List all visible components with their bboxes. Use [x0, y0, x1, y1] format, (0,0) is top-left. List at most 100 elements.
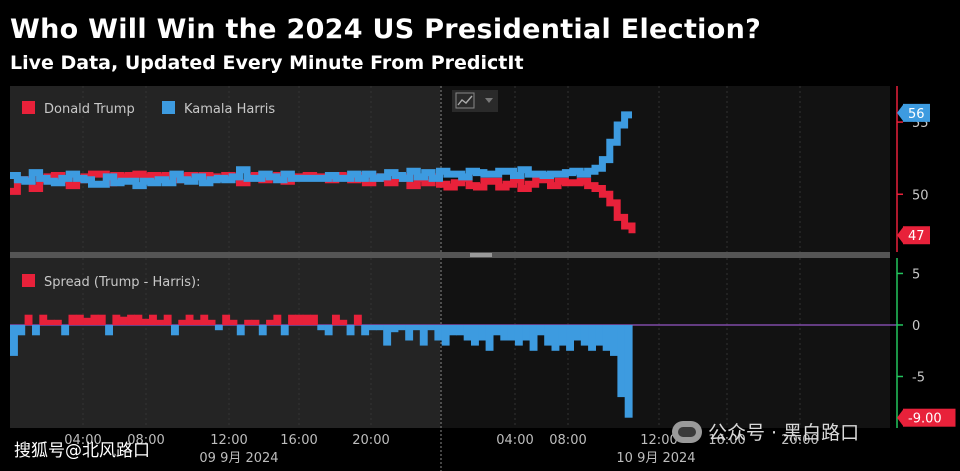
spread-bar [522, 325, 531, 341]
x-date-label: 10 9月 2024 [616, 451, 695, 466]
spread-bar [324, 325, 333, 336]
spread-bar [171, 325, 179, 336]
spread-bar [427, 325, 435, 331]
spread-bar [119, 316, 128, 325]
spread-bar [573, 325, 582, 341]
spread-bar [434, 325, 443, 341]
spread-bar [53, 319, 62, 325]
x-tick-label: 16:00 [708, 433, 745, 448]
spread-bar [617, 325, 626, 398]
spread-bar [251, 319, 260, 325]
legend-item-spread[interactable]: Spread (Trump - Harris): [22, 274, 201, 290]
spread-y-tick-label: 5 [912, 267, 920, 282]
harris-last-value-badge-label: 56 [908, 107, 925, 122]
spread-bar [544, 325, 553, 346]
odds-y-tick-label: 50 [912, 188, 929, 203]
spread-bar [353, 314, 362, 325]
spread-bar [317, 325, 326, 331]
x-tick-label: 04:00 [64, 433, 101, 448]
x-tick-label: 04:00 [496, 433, 533, 448]
spread-bar [595, 325, 604, 346]
spread-bar [134, 314, 143, 325]
spread-bar [375, 325, 384, 331]
trump-last-value-badge-label: 47 [908, 229, 925, 244]
spread-bar [610, 325, 618, 356]
last-value-badges: 56 47 -9.00 [897, 103, 956, 427]
chart-subtitle: Live Data, Updated Every Minute From Pre… [10, 52, 524, 74]
spread-bar [236, 325, 245, 336]
legend-label-harris: Kamala Harris [184, 102, 275, 117]
spread-bar [214, 325, 223, 331]
watermark-right-text: 公众号 · 黑白路口 [708, 422, 860, 444]
spread-bar [397, 325, 406, 331]
spread-bar [449, 325, 457, 336]
trump-last-value-badge: 47 [897, 226, 930, 245]
spread-bar [24, 314, 33, 325]
spread-bar [61, 325, 70, 336]
wechat-logo-icon [672, 420, 702, 443]
history-shade-spread [10, 258, 440, 428]
spread-bar [507, 325, 516, 341]
spread-bar [529, 325, 538, 351]
spread-bar [368, 325, 377, 331]
legend-label-spread: Spread (Trump - Harris): [44, 275, 201, 290]
spread-bar [566, 325, 574, 351]
watermark-right: 公众号 · 黑白路口 [672, 418, 859, 445]
spread-bar [500, 325, 509, 341]
harris-last-value-badge: 56 [897, 103, 930, 122]
spread-bar [149, 314, 157, 325]
legend-label-trump: Donald Trump [44, 102, 135, 117]
spread-last-value-badge-label: -9.00 [908, 412, 942, 427]
spread-last-value-badge: -9.00 [897, 408, 956, 427]
x-tick-label: 08:00 [549, 433, 586, 448]
spread-bar [405, 325, 414, 341]
spread-bar [493, 325, 501, 336]
series-line-harris [10, 111, 632, 190]
panel-resize-handle[interactable] [470, 253, 492, 257]
spread-bar [602, 325, 611, 351]
spread-bar [280, 325, 289, 336]
spread-bar [163, 314, 172, 325]
spread-bar [39, 314, 48, 325]
spread-bar [390, 325, 399, 333]
spread-bar [588, 325, 596, 351]
legend-item-trump[interactable]: Donald Trump [22, 101, 135, 117]
spread-bar [200, 314, 209, 325]
spread-bar [273, 314, 282, 325]
spread-bar [46, 319, 55, 325]
spread-bar [419, 325, 428, 346]
spread-bar [295, 314, 304, 325]
spread-bars [10, 314, 897, 418]
x-tick-label: 20:00 [781, 433, 818, 448]
spread-bar [156, 319, 165, 325]
spread-bar [17, 325, 26, 336]
spread-bar [339, 319, 348, 325]
spread-bar [558, 325, 567, 346]
x-tick-label: 20:00 [352, 433, 389, 448]
spread-y-tick-label: -5 [912, 370, 925, 385]
spread-bar [478, 325, 487, 341]
spread-bar [288, 314, 296, 325]
spread-bar [624, 325, 633, 418]
spread-bar [456, 325, 465, 336]
spread-bar [112, 314, 121, 325]
election-odds-chart: Donald Trump Kamala Harris Spread (Trump… [10, 86, 956, 471]
spread-bar [141, 318, 150, 325]
spread-bar [266, 319, 274, 325]
x-axis-ticks: 04:00 08:00 12:00 16:00 20:00 04:00 08:00 12:00… [64, 433, 818, 466]
spread-bar [105, 325, 113, 336]
chart-type-button[interactable] [452, 90, 498, 112]
spread-bar [332, 314, 340, 325]
spread-bar [10, 325, 18, 356]
spread-bar [463, 325, 472, 341]
watermark-left: 搜狐号@北风路口 [14, 441, 150, 461]
legend-item-harris[interactable]: Kamala Harris [162, 101, 275, 117]
spread-bar [185, 314, 194, 325]
history-shade-odds [10, 86, 440, 252]
panel-separator [10, 252, 890, 258]
x-tick-label: 12:00 [210, 433, 247, 448]
spread-bar [127, 314, 135, 325]
spread-bar [222, 314, 231, 325]
spread-bar [32, 325, 40, 336]
